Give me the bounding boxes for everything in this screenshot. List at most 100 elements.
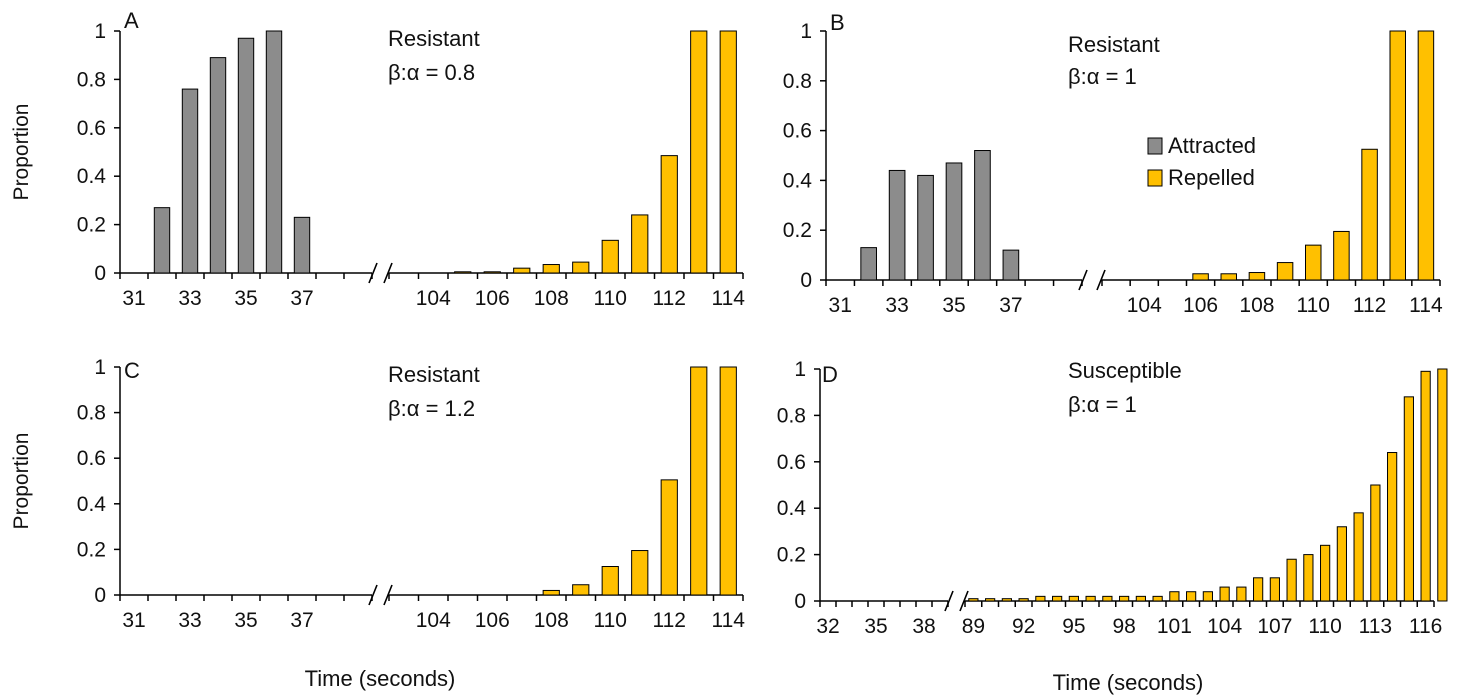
bar-repelled	[1353, 512, 1364, 602]
panel-annotation: β:α = 1.2	[388, 396, 475, 421]
bar-repelled	[1370, 484, 1381, 602]
x-tick-label: 110	[594, 609, 627, 632]
bar-repelled	[1403, 396, 1414, 602]
bar-attracted	[209, 57, 227, 274]
bar-repelled	[1417, 30, 1435, 281]
y-tick-label: 0.4	[77, 165, 107, 188]
x-tick-label: 106	[475, 287, 510, 310]
bar-repelled	[1286, 558, 1297, 602]
bar-repelled	[572, 261, 590, 274]
panel-letter: C	[124, 358, 140, 383]
x-tick-label: 33	[178, 609, 201, 632]
x-tick-label: 92	[1012, 615, 1035, 638]
bar-repelled	[1119, 595, 1130, 602]
x-tick-label: 35	[942, 294, 965, 317]
x-tick-label: 104	[416, 287, 451, 310]
x-tick-label: 110	[1297, 294, 1330, 317]
x-tick-label: 37	[290, 287, 313, 310]
y-tick-label: 0.2	[77, 538, 106, 561]
y-tick-label: 0.8	[777, 404, 806, 427]
y-tick-label: 0.8	[77, 402, 106, 425]
y-tick-label: 0	[800, 269, 812, 292]
legend: Attracted Repelled	[1147, 133, 1256, 190]
bar-attracted	[293, 216, 311, 274]
x-tick-label: 32	[816, 615, 839, 638]
x-tick-label: 31	[122, 287, 145, 310]
y-tick-label: 0	[94, 262, 106, 285]
x-tick-label: 37	[290, 609, 313, 632]
panel-a: A Resistant β:α = 0.8 0 0.2 0.4 0.6 0.8 1 Proport…	[10, 8, 745, 310]
bar-repelled	[690, 30, 708, 274]
y-tick-label: 0.2	[777, 544, 806, 567]
bar-repelled	[719, 366, 737, 596]
bar-repelled	[1102, 595, 1113, 602]
y-tick-label: 0.4	[777, 497, 807, 520]
bar-repelled	[1276, 262, 1294, 281]
bar-attracted	[181, 88, 199, 274]
x-tick-label: 37	[999, 294, 1022, 317]
axis-break-mark	[383, 262, 393, 284]
bar-repelled	[1336, 526, 1347, 602]
bar-repelled	[968, 598, 979, 602]
x-tick-label: 104	[1127, 294, 1162, 317]
x-tick-label: 114	[712, 287, 746, 310]
y-tick-label: 0.6	[77, 447, 106, 470]
x-tick-label: 114	[712, 609, 746, 632]
x-tick-label: 38	[912, 615, 935, 638]
panel-letter: D	[822, 362, 838, 387]
x-tick-label: 104	[416, 609, 451, 632]
bar-repelled	[542, 589, 560, 596]
bar-repelled	[1333, 230, 1350, 281]
bar-repelled	[1361, 148, 1378, 281]
panel-annotation: Resistant	[388, 26, 480, 51]
x-tick-label: 114	[1409, 294, 1443, 317]
bar-repelled	[1186, 591, 1197, 602]
bar-repelled	[1248, 272, 1266, 281]
bar-repelled	[1219, 586, 1230, 602]
bar-repelled	[1303, 554, 1314, 602]
y-tick-label: 0.2	[77, 214, 106, 237]
x-tick-label: 108	[1239, 294, 1274, 317]
y-tick-label: 1	[800, 20, 812, 43]
bar-repelled	[513, 267, 531, 274]
bar-repelled	[1320, 544, 1331, 602]
y-tick-label: 0.8	[77, 68, 106, 91]
bar-repelled	[631, 550, 649, 596]
bar-repelled	[1437, 368, 1448, 602]
bar-repelled	[1085, 595, 1096, 602]
panel-b: B Resistant β:α = 1 0 0.2 0.4 0.6 0.8 1 31 33 35 37 1…	[783, 10, 1443, 317]
axis-break-mark	[959, 590, 969, 612]
axis-break-mark	[944, 590, 954, 612]
panel-annotation: β:α = 1	[1068, 392, 1137, 417]
y-tick-label: 1	[94, 356, 106, 379]
bar-repelled	[1152, 595, 1163, 602]
x-tick-label: 106	[1183, 294, 1218, 317]
y-tick-label: 1	[794, 358, 806, 381]
y-tick-label: 0.6	[783, 120, 812, 143]
x-tick-label: 108	[534, 287, 569, 310]
bar-repelled	[454, 271, 472, 274]
panel-letter: B	[830, 10, 845, 35]
bar-repelled	[985, 598, 996, 602]
bar-attracted	[888, 169, 906, 281]
bar-repelled	[660, 155, 678, 274]
legend-label-repelled: Repelled	[1168, 165, 1255, 190]
axis-break-mark	[368, 262, 378, 284]
bar-repelled	[1253, 577, 1264, 602]
bar-repelled	[1220, 273, 1237, 281]
x-tick-label: 31	[122, 609, 145, 632]
bar-repelled	[1389, 30, 1406, 281]
bar-attracted	[153, 207, 171, 274]
bar-repelled	[1236, 586, 1247, 602]
x-tick-label: 116	[1409, 615, 1442, 638]
bar-repelled	[572, 584, 590, 596]
bar-attracted	[237, 37, 255, 274]
y-tick-label: 0.4	[783, 169, 813, 192]
legend-swatch-attracted	[1147, 137, 1163, 155]
x-tick-label: 112	[653, 287, 686, 310]
x-tick-label: 108	[534, 609, 569, 632]
bar-attracted	[917, 174, 934, 281]
y-tick-label: 0.2	[783, 219, 812, 242]
bar-repelled	[1018, 598, 1029, 602]
bar-repelled	[1169, 591, 1180, 602]
